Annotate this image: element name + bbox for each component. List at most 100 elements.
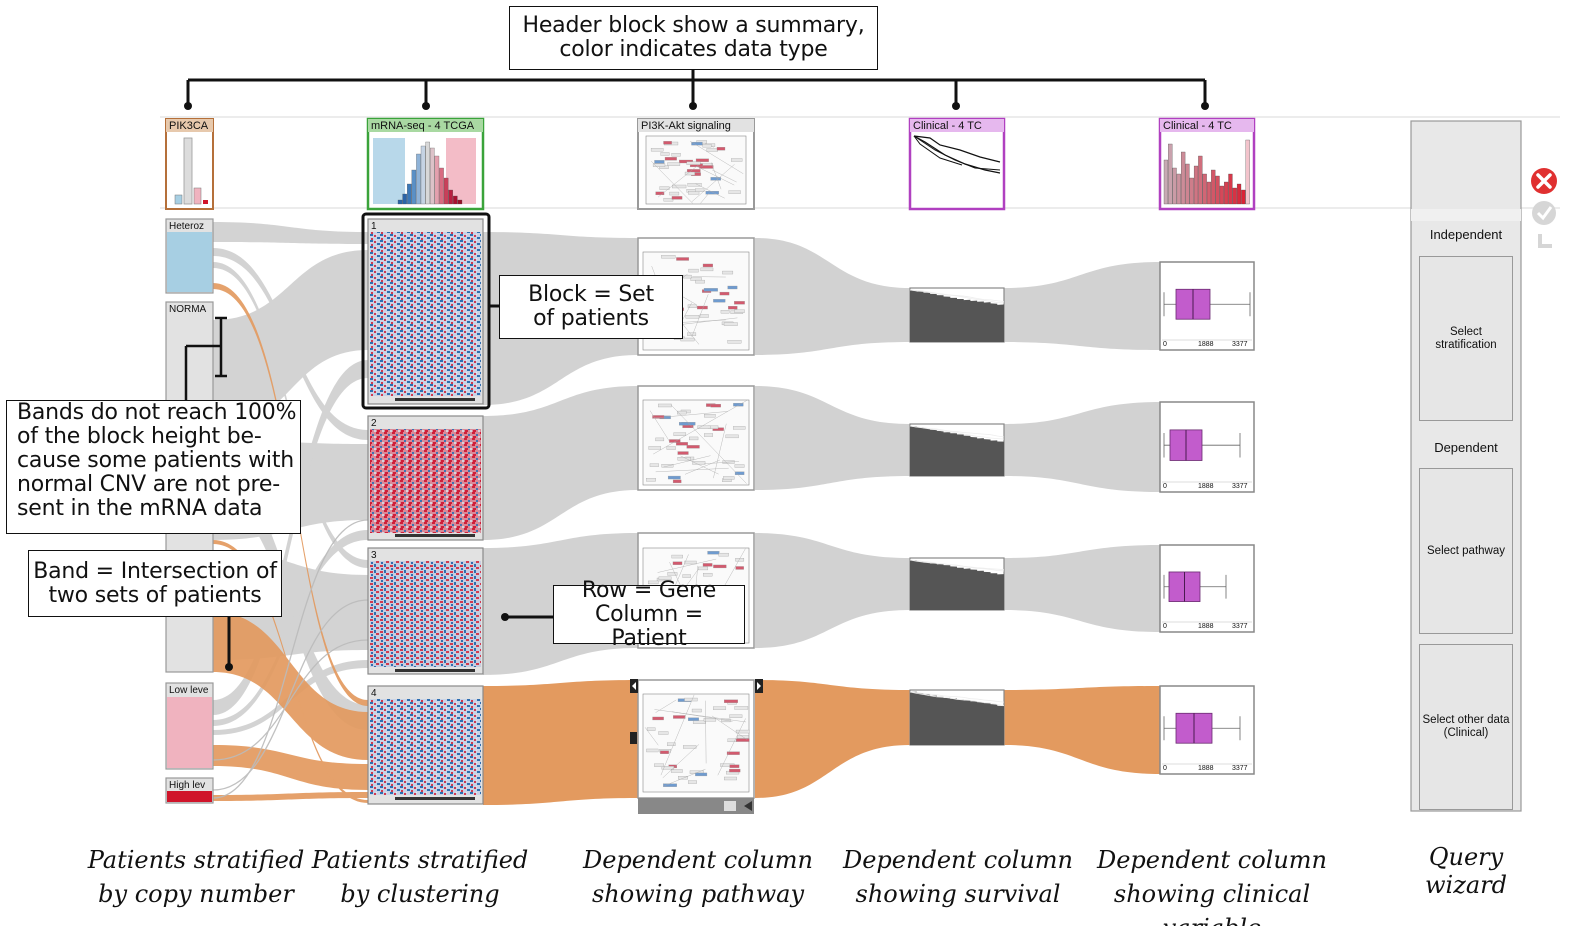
clinical-caption: Dependent column showing clinical variab… [1064, 843, 1360, 926]
histogram-bar [1198, 155, 1203, 205]
histogram-bar [1245, 139, 1250, 205]
histogram-bar [1219, 185, 1224, 205]
caption-line: Dependent column [582, 846, 813, 874]
histogram-bar [1168, 143, 1173, 205]
histogram-bar [443, 177, 449, 205]
band-callout-line: two sets of patients [48, 582, 262, 608]
header-bracket [186, 70, 1207, 106]
row-callout-line: Row = Gene [581, 577, 717, 603]
histogram-bar [425, 141, 430, 205]
histogram-bar [420, 145, 426, 205]
survival-area [910, 560, 1004, 610]
boxplot-tick-label: 0 [1163, 765, 1167, 772]
histogram-bar [1211, 169, 1216, 205]
boxplot-tick-label: 3377 [1232, 765, 1248, 772]
survival-header-block[interactable] [908, 117, 1006, 211]
histogram-bar [1202, 173, 1207, 205]
close-icon[interactable] [1531, 168, 1557, 194]
band-callout-line: Band = Intersection of [33, 558, 277, 584]
histogram-bar [402, 193, 407, 205]
survival-area [910, 290, 1004, 342]
boxplot-tick-label: 1888 [1198, 483, 1214, 490]
cluster-column [367, 218, 484, 805]
select-pathway-button[interactable]: Select pathway [1419, 468, 1513, 634]
wizard-caption: Query wizard [1396, 843, 1536, 899]
caption-line: Patients stratified [311, 846, 529, 874]
pathway-header-block[interactable] [637, 118, 755, 210]
histogram-bar [411, 169, 417, 205]
cluster-caption: Patients stratified by clustering [306, 843, 534, 911]
survival-header-label: Clinical - 4 TC [913, 120, 982, 132]
caption-line: showing clinical variable [1113, 880, 1311, 926]
select-other-data-button[interactable]: Select other data (Clinical) [1419, 644, 1513, 810]
histogram-bar [1206, 181, 1212, 205]
band-callout: Band = Intersection of two sets of patie… [28, 550, 282, 617]
cnv-block-label-heteroz: Heteroz [169, 221, 205, 232]
pathway-header-label: PI3K-Akt signaling [641, 120, 731, 132]
histogram-bar [416, 153, 421, 205]
cnv-block-label-high: High lev [169, 780, 206, 791]
mrna-header-block[interactable] [366, 117, 485, 211]
caption-line: Dependent column [842, 846, 1073, 874]
pathway-caption: Dependent column showing pathway [572, 843, 824, 911]
cnv-block-label-low: Low leve [169, 685, 209, 696]
drag-handle[interactable] [630, 732, 637, 744]
boxplot-tick-label: 0 [1163, 483, 1167, 490]
histogram-bar [1232, 187, 1237, 205]
histogram-bar [1176, 173, 1181, 205]
cluster-block-label-4: 4 [371, 688, 377, 699]
bands-callout-line: normal CNV are not pre- [17, 472, 280, 497]
bands-callout: Bands do not reach 100% of the block hei… [6, 400, 301, 534]
boxplot-tick-label: 0 [1163, 623, 1167, 630]
boxplot-tick-label: 3377 [1232, 341, 1248, 348]
caption-line: by copy number [98, 880, 294, 908]
clinical-header-label: Clinical - 4 TC [1163, 120, 1232, 132]
collapse-left-icon[interactable] [744, 801, 752, 811]
pik3ca-header-block[interactable] [165, 118, 214, 210]
clinical-histogram [1163, 139, 1250, 205]
check-icon[interactable] [1532, 201, 1556, 225]
caption-line: Query [1428, 843, 1504, 871]
histogram-bar [448, 189, 453, 205]
dependent-label: Dependent [1434, 440, 1498, 455]
caption-line: Patients stratified [87, 846, 305, 874]
block-callout-line: of patients [533, 306, 649, 331]
clinical-header-block[interactable] [1158, 117, 1256, 211]
histogram-bar [1215, 175, 1220, 205]
bands-callout-line: cause some patients with [17, 448, 295, 473]
select-stratification-button[interactable]: Select stratification [1419, 256, 1513, 421]
bands-callout-line: sent in the mRNA data [17, 496, 263, 521]
pathway-menu-icon[interactable] [724, 801, 736, 811]
undo-icon[interactable] [1538, 234, 1552, 248]
caption-line: showing pathway [591, 880, 805, 908]
header-callout-line: color indicates data type [559, 37, 828, 62]
row-callout-line: Column = Patient [594, 601, 704, 651]
mrna-header-label: mRNA-seq - 4 TCGA [371, 120, 475, 132]
boxplot-tick-label: 1888 [1198, 341, 1214, 348]
clinical-column [1159, 261, 1255, 775]
caption-line: Dependent column [1096, 846, 1327, 874]
survival-area [910, 426, 1004, 476]
independent-label: Independent [1429, 227, 1503, 242]
histogram-bar [1185, 163, 1190, 205]
expression-histogram [397, 141, 463, 205]
histogram-bar [1163, 159, 1169, 205]
block-highlight [361, 212, 491, 410]
bands-callout-line: Bands do not reach 100% [17, 400, 297, 425]
boxplot-tick-label: 1888 [1198, 623, 1214, 630]
highlighted-bands [213, 283, 368, 803]
cluster-block-label-2: 2 [371, 418, 377, 429]
block-callout-line: Block = Set [528, 282, 654, 307]
dependent-bands-highlight [483, 680, 1160, 805]
cluster-block-label-1: 1 [371, 221, 377, 232]
survival-area [910, 691, 1004, 745]
histogram-bar [1241, 189, 1246, 205]
survival-column [909, 287, 1005, 746]
histogram-bar [434, 155, 440, 205]
pathway-column [630, 237, 763, 814]
bands-callout-line: of the block height be- [17, 424, 262, 449]
pathway-map [642, 399, 750, 486]
boxplot-tick-label: 0 [1163, 341, 1167, 348]
histogram-bar [1236, 183, 1242, 205]
